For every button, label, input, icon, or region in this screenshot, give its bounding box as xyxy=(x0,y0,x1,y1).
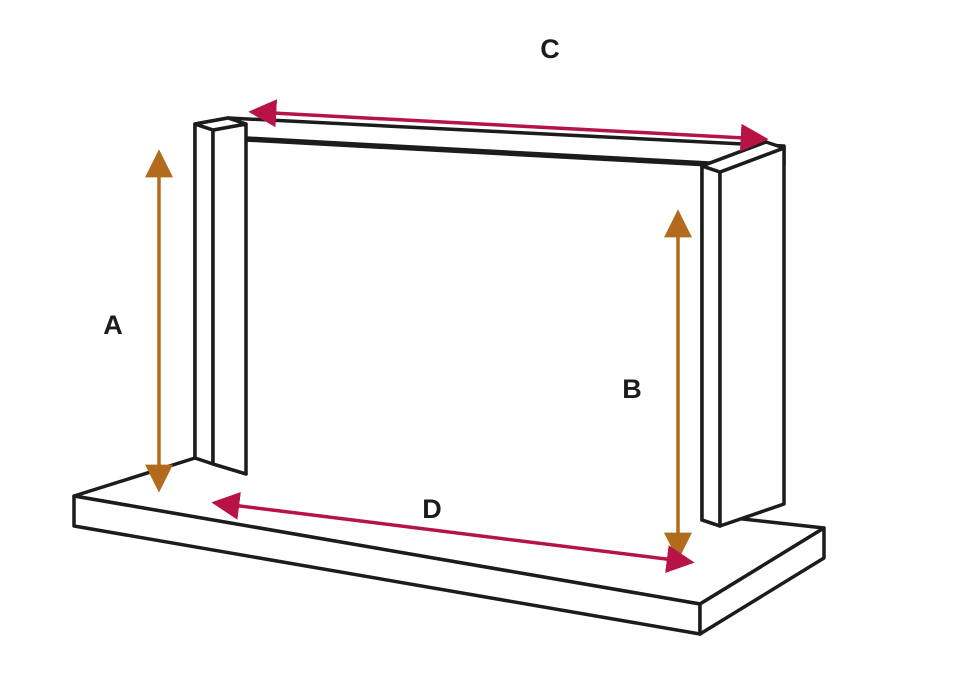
right-panel-front-edge xyxy=(702,166,720,526)
label-d: D xyxy=(422,494,442,524)
left-panel-front-edge xyxy=(195,124,213,464)
left-panel-inner xyxy=(213,124,246,474)
label-b: B xyxy=(622,374,642,404)
label-c: C xyxy=(540,34,560,64)
right-panel-outer xyxy=(720,148,784,526)
back-wall xyxy=(246,156,766,520)
label-a: A xyxy=(103,310,123,340)
dimension-diagram: A B C D xyxy=(0,0,960,697)
